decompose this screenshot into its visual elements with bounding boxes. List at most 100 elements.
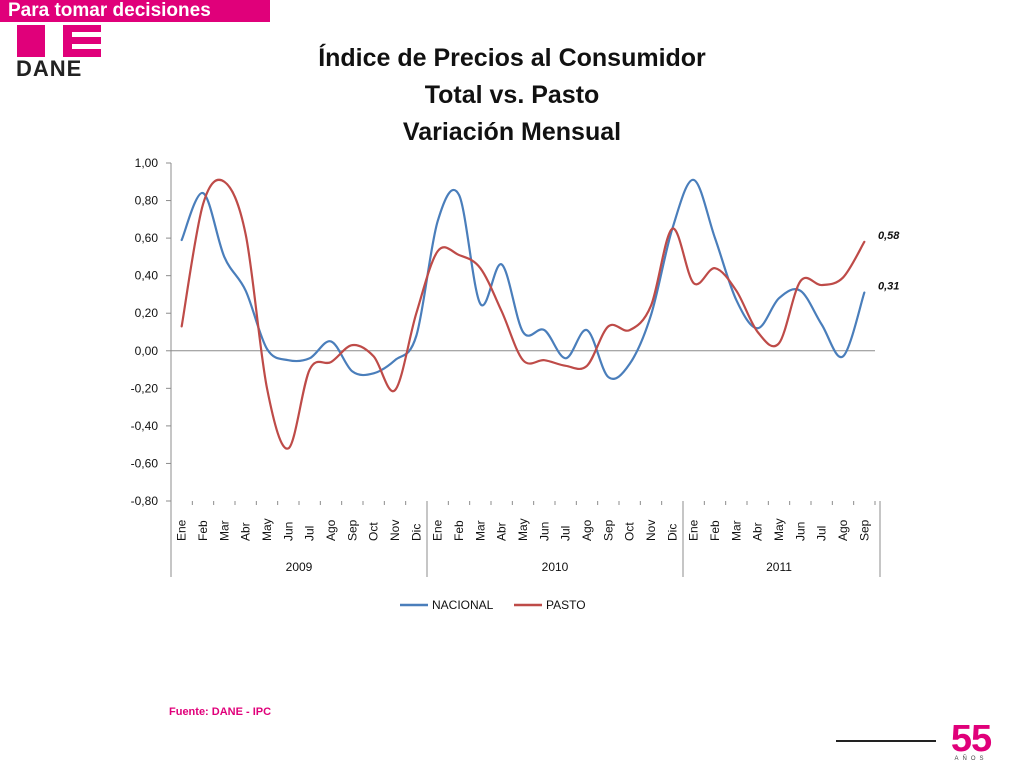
x-tick-label: May xyxy=(260,518,274,541)
data-point-pasto xyxy=(692,282,694,284)
data-point-pasto xyxy=(714,267,716,269)
y-tick-label: -0,40 xyxy=(131,419,159,433)
data-point-nacional xyxy=(842,355,844,357)
data-point-nacional xyxy=(180,239,182,241)
x-tick-label: Ago xyxy=(580,519,594,541)
series-line-pasto xyxy=(180,178,866,450)
y-tick-label: 0,20 xyxy=(135,306,159,320)
data-point-nacional xyxy=(692,179,694,181)
data-point-pasto xyxy=(650,305,652,307)
legend-label-nacional: NACIONAL xyxy=(432,598,494,612)
data-point-nacional xyxy=(394,359,396,361)
x-tick-label: Abr xyxy=(239,522,253,541)
x-tick-label: Oct xyxy=(623,522,637,541)
data-point-pasto xyxy=(756,331,758,333)
x-tick-label: Jun xyxy=(537,522,551,541)
y-tick-label: -0,80 xyxy=(131,494,159,508)
year-label: 2010 xyxy=(542,560,569,574)
data-point-nacional xyxy=(564,357,566,359)
data-point-nacional xyxy=(500,263,502,265)
footer-rule xyxy=(836,740,936,742)
y-tick-label: -0,20 xyxy=(131,381,159,395)
x-tick-label: Feb xyxy=(708,520,722,541)
data-point-nacional xyxy=(330,340,332,342)
data-point-pasto xyxy=(415,312,417,314)
data-point-nacional xyxy=(586,329,588,331)
x-tick-label: Sep xyxy=(601,519,615,541)
x-tick-label: Nov xyxy=(644,520,658,541)
x-tick-label: Abr xyxy=(751,522,765,541)
series-line-nacional xyxy=(180,178,866,380)
data-point-pasto xyxy=(735,289,737,291)
badge-subtext: AÑOS xyxy=(954,756,988,762)
data-point-pasto xyxy=(607,325,609,327)
anniversary-badge: 55 AÑOS xyxy=(938,720,1004,764)
x-tick-label: Jul xyxy=(559,526,573,541)
title-line-3: Variación Mensual xyxy=(402,118,622,146)
data-point-pasto xyxy=(180,325,182,327)
badge-number: 55 xyxy=(950,718,992,760)
data-point-pasto xyxy=(287,447,289,449)
x-tick-label: Jul xyxy=(815,526,829,541)
y-tick-label: 0,40 xyxy=(135,269,159,283)
x-tick-label: Ene xyxy=(687,519,701,541)
y-tick-label: -0,60 xyxy=(131,456,159,470)
data-point-nacional xyxy=(735,299,737,301)
chart-title: Índice de Precios al Consumidor Total vs… xyxy=(212,40,812,151)
data-point-nacional xyxy=(458,194,460,196)
legend-label-pasto: PASTO xyxy=(546,598,586,612)
year-label: 2009 xyxy=(286,560,313,574)
end-label-nacional: 0,31 xyxy=(878,281,899,293)
data-point-nacional xyxy=(820,323,822,325)
x-tick-label: Sep xyxy=(857,519,871,541)
data-point-pasto xyxy=(500,310,502,312)
data-point-pasto xyxy=(458,254,460,256)
year-label: 2011 xyxy=(766,560,792,574)
title-line-2: Total vs. Pasto xyxy=(424,81,600,109)
y-tick-label: 0,00 xyxy=(135,344,159,358)
dane-logo-text: DANE xyxy=(16,56,83,81)
data-point-pasto xyxy=(628,329,630,331)
data-point-pasto xyxy=(244,233,246,235)
data-point-nacional xyxy=(650,314,652,316)
y-tick-label: 0,80 xyxy=(135,194,159,208)
data-point-nacional xyxy=(522,331,524,333)
x-tick-label: Jun xyxy=(793,522,807,541)
data-point-pasto xyxy=(820,284,822,286)
data-point-nacional xyxy=(266,348,268,350)
data-point-pasto xyxy=(842,276,844,278)
data-point-nacional xyxy=(415,335,417,337)
data-point-pasto xyxy=(372,355,374,357)
data-point-pasto xyxy=(330,361,332,363)
data-point-nacional xyxy=(863,291,865,293)
data-point-pasto xyxy=(436,250,438,252)
data-point-nacional xyxy=(714,237,716,239)
y-tick-label: 0,60 xyxy=(135,231,159,245)
data-point-pasto xyxy=(479,267,481,269)
data-point-nacional xyxy=(244,289,246,291)
data-point-nacional xyxy=(202,192,204,194)
x-tick-label: Sep xyxy=(345,519,359,541)
y-tick-label: 1,00 xyxy=(135,156,159,170)
x-tick-label: May xyxy=(772,518,786,541)
data-point-pasto xyxy=(564,365,566,367)
logo-block xyxy=(17,25,45,57)
x-tick-label: Mar xyxy=(473,520,487,541)
x-tick-label: Dic xyxy=(665,524,679,541)
logo-e-block xyxy=(63,25,101,57)
data-point-pasto xyxy=(586,365,588,367)
x-tick-label: Jul xyxy=(303,526,317,541)
dane-logo-icon xyxy=(17,25,101,57)
x-tick-label: Ago xyxy=(324,519,338,541)
data-point-pasto xyxy=(522,359,524,361)
data-point-pasto xyxy=(223,181,225,183)
x-tick-label: Jun xyxy=(281,522,295,541)
data-point-nacional xyxy=(543,329,545,331)
data-point-nacional xyxy=(287,359,289,361)
x-tick-label: Oct xyxy=(367,522,381,541)
x-tick-label: May xyxy=(516,518,530,541)
end-label-pasto: 0,58 xyxy=(878,230,900,242)
x-tick-label: Nov xyxy=(388,520,402,541)
banner: Para tomar decisiones xyxy=(0,0,270,22)
